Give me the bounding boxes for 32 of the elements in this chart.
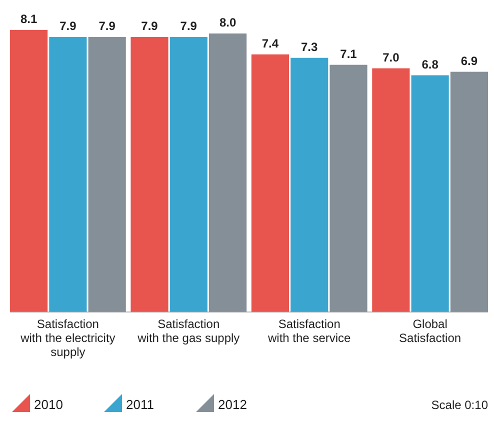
- data-label: 6.9: [460, 54, 478, 68]
- bar: [170, 36, 208, 312]
- data-label: 7.1: [340, 46, 358, 61]
- legend-label: 2012: [218, 397, 247, 412]
- bar: [209, 33, 247, 312]
- data-label: 7.9: [60, 18, 77, 33]
- x-tick-label: Satisfaction with the gas supply: [136, 317, 240, 345]
- data-label: 7.9: [141, 18, 158, 33]
- bar: [130, 36, 168, 312]
- data-label: 7.9: [180, 18, 198, 33]
- bar: [10, 30, 48, 312]
- data-label: 7.3: [301, 40, 318, 54]
- data-label: 7.9: [98, 18, 116, 33]
- bar: [330, 64, 368, 312]
- bar: [88, 36, 126, 312]
- legend-label: 2010: [34, 397, 63, 412]
- bar: [290, 58, 328, 312]
- data-label: 8.0: [219, 15, 236, 30]
- x-tick-label: Satisfaction with the service: [267, 317, 352, 345]
- legend-label: 2011: [126, 397, 154, 412]
- x-tick-label: Satisfaction with the electricity supply: [20, 317, 116, 359]
- data-label: 7.0: [382, 50, 400, 64]
- bar: [372, 68, 410, 312]
- x-tick-label: Global Satisfaction: [399, 317, 462, 345]
- data-label: 7.4: [262, 36, 279, 50]
- bar: [251, 54, 289, 312]
- bar: [411, 75, 449, 312]
- data-label: 8.1: [20, 12, 38, 26]
- text: Scale 0:10: [431, 398, 488, 412]
- bar: [450, 72, 488, 312]
- data-label: 6.8: [422, 57, 439, 72]
- bar: [49, 36, 87, 312]
